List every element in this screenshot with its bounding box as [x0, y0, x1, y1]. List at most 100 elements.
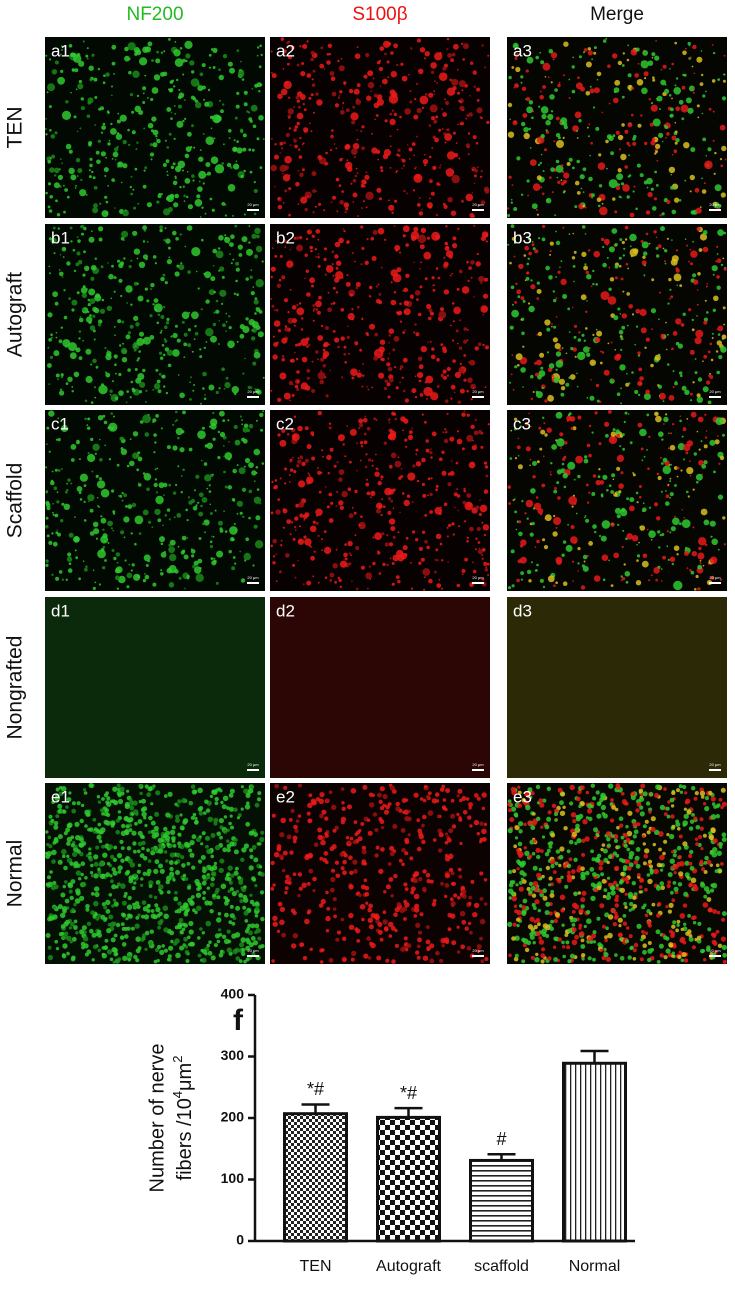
cell	[432, 165, 437, 170]
cell	[698, 537, 707, 546]
cell	[321, 449, 324, 452]
cell	[686, 418, 689, 420]
cell	[383, 926, 389, 931]
cell	[124, 209, 127, 212]
cell	[318, 490, 322, 494]
cell	[459, 362, 462, 365]
cell	[425, 439, 429, 443]
cell	[670, 432, 673, 435]
cell	[103, 905, 108, 910]
cell	[395, 801, 400, 807]
cell	[208, 940, 212, 944]
cell	[402, 225, 410, 233]
cell	[254, 297, 258, 301]
cell	[231, 566, 236, 571]
cell	[54, 468, 58, 472]
cell	[453, 43, 459, 50]
cell	[69, 861, 74, 866]
cell	[205, 136, 215, 145]
cell	[289, 474, 291, 477]
cell	[289, 248, 292, 251]
cell	[333, 907, 337, 911]
cell	[617, 168, 622, 173]
cell	[126, 846, 132, 851]
cell	[714, 439, 720, 445]
cell	[279, 254, 283, 258]
cell	[299, 172, 304, 177]
cell	[49, 195, 53, 199]
cell	[661, 140, 664, 143]
cell	[520, 193, 524, 196]
cell	[602, 578, 606, 582]
cell	[221, 934, 227, 939]
cell	[644, 141, 648, 146]
cell	[723, 323, 725, 326]
cell	[667, 483, 670, 486]
scale-bar-label: 20 μm	[709, 202, 721, 207]
cell	[111, 61, 116, 66]
cell	[383, 387, 387, 391]
cell	[166, 146, 170, 149]
cell	[198, 511, 204, 517]
cell	[294, 529, 297, 532]
cell	[431, 116, 435, 121]
cell	[712, 110, 715, 113]
cell	[698, 248, 703, 252]
cell	[47, 83, 56, 92]
cell	[297, 814, 302, 818]
cell	[671, 97, 673, 100]
cell	[126, 464, 130, 468]
cell	[117, 882, 121, 886]
cell	[117, 810, 122, 814]
cell	[71, 299, 78, 306]
cell	[413, 173, 423, 183]
cell	[130, 192, 134, 196]
cell	[241, 423, 244, 426]
cell	[527, 257, 530, 260]
cell	[60, 424, 69, 433]
cell	[213, 557, 216, 560]
cell	[445, 128, 448, 131]
cell	[690, 399, 693, 402]
cell	[108, 422, 118, 432]
cell	[83, 226, 87, 231]
cell	[168, 38, 171, 41]
scale-bar-label: 20 μm	[472, 389, 484, 394]
cell	[198, 180, 201, 183]
cell	[645, 210, 651, 215]
cell	[574, 205, 578, 209]
cell	[284, 155, 292, 164]
cell	[337, 59, 340, 63]
cell	[591, 196, 593, 199]
cell	[668, 395, 675, 401]
cell	[601, 111, 604, 114]
cell	[135, 916, 140, 920]
cell	[126, 585, 130, 589]
cell	[184, 245, 187, 248]
cell	[516, 578, 520, 583]
cell	[62, 339, 71, 348]
cell	[544, 433, 548, 437]
cell	[442, 798, 447, 802]
cell	[78, 317, 84, 323]
cell	[660, 68, 663, 71]
cell	[235, 956, 240, 961]
cell	[456, 69, 459, 71]
cell	[260, 53, 263, 57]
cell	[58, 269, 61, 271]
cell	[597, 162, 606, 170]
cell	[436, 559, 439, 562]
cell	[242, 905, 247, 910]
cell	[243, 169, 246, 173]
cell	[622, 52, 625, 55]
cell	[423, 588, 426, 591]
cell	[143, 127, 146, 130]
cell	[288, 116, 291, 119]
cell	[577, 415, 582, 420]
cell	[305, 237, 309, 241]
cell	[330, 76, 336, 81]
cell	[542, 224, 546, 228]
cell	[199, 216, 202, 218]
cell	[129, 438, 132, 440]
cell	[685, 97, 692, 104]
